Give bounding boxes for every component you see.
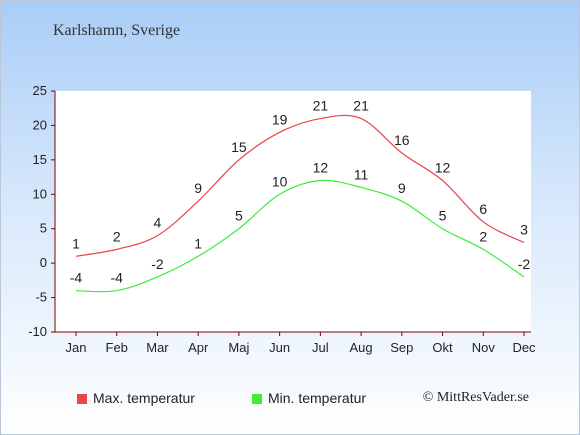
y-tick-label: 0 <box>40 255 47 270</box>
data-label-max: 6 <box>479 201 487 217</box>
x-tick-label: Jun <box>269 340 290 355</box>
data-label-min: -4 <box>70 270 83 286</box>
data-label-min: -2 <box>518 256 531 272</box>
data-label-max: 4 <box>154 215 162 231</box>
legend-swatch-max <box>77 394 87 404</box>
y-tick-label: 25 <box>33 83 47 98</box>
legend-item-max: Max. temperatur <box>77 390 195 406</box>
data-label-min: 5 <box>235 208 243 224</box>
x-tick-label: Okt <box>432 340 453 355</box>
x-tick-label: Maj <box>228 340 249 355</box>
data-label-max: 2 <box>113 228 121 244</box>
data-label-max: 15 <box>231 139 247 155</box>
data-label-max: 9 <box>194 180 202 196</box>
y-tick-label: 15 <box>33 152 47 167</box>
plot-area <box>55 91 531 332</box>
series-line-max <box>75 114 525 257</box>
x-tick-label: Jan <box>66 340 87 355</box>
series-line-min <box>75 179 525 293</box>
data-label-min: 11 <box>354 166 369 182</box>
data-label-max: 1 <box>72 235 80 251</box>
y-tick-label: 5 <box>40 221 47 236</box>
y-tick-label: -5 <box>35 290 47 305</box>
x-tick-label: Apr <box>188 340 209 355</box>
legend-item-min: Min. temperatur <box>252 390 366 406</box>
data-label-min: 5 <box>439 208 447 224</box>
data-label-min: -4 <box>111 270 124 286</box>
data-label-max: 3 <box>520 221 528 237</box>
chart-title: Karlshamn, Sverige <box>53 22 181 39</box>
x-tick-label: Mar <box>146 340 169 355</box>
y-tick-label: 10 <box>33 186 47 201</box>
data-label-min: 9 <box>398 180 406 196</box>
x-tick-label: Sep <box>390 340 413 355</box>
data-label-max: 21 <box>313 98 329 114</box>
data-label-max: 16 <box>394 132 410 148</box>
data-label-min: 10 <box>272 173 288 189</box>
data-label-min: 1 <box>194 235 202 251</box>
y-tick-label: 20 <box>33 117 47 132</box>
data-label-min: -2 <box>151 256 164 272</box>
legend-swatch-min <box>252 394 262 404</box>
x-tick-label: Nov <box>472 340 496 355</box>
legend-label-min: Min. temperatur <box>268 390 367 406</box>
data-label-min: 2 <box>479 228 487 244</box>
data-label-max: 21 <box>353 98 369 114</box>
legend-label-max: Max. temperatur <box>93 390 195 406</box>
copyright-text: © MittResVader.se <box>422 390 529 405</box>
x-tick-label: Dec <box>512 340 536 355</box>
x-tick-label: Aug <box>350 340 373 355</box>
data-label-min: 12 <box>313 160 329 176</box>
data-label-max: 19 <box>272 111 288 127</box>
x-tick-label: Feb <box>106 340 128 355</box>
y-tick-label: -10 <box>28 324 47 339</box>
x-tick-label: Jul <box>312 340 329 355</box>
data-label-max: 12 <box>435 160 451 176</box>
